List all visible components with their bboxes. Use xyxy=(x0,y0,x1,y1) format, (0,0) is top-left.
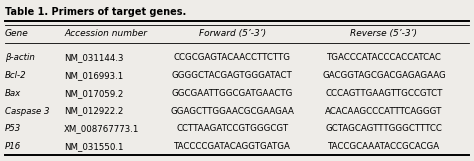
Text: NM_031144.3: NM_031144.3 xyxy=(64,53,124,62)
Text: TACCCCGATACAGGTGATGA: TACCCCGATACAGGTGATGA xyxy=(174,142,291,151)
Text: Accession number: Accession number xyxy=(64,29,147,38)
Text: GGGGCTACGAGTGGGATACT: GGGGCTACGAGTGGGATACT xyxy=(172,71,292,80)
Text: TACCGCAAATACCGCACGA: TACCGCAAATACCGCACGA xyxy=(328,142,440,151)
Text: NM_012922.2: NM_012922.2 xyxy=(64,107,123,116)
Text: GGCGAATTGGCGATGAACTG: GGCGAATTGGCGATGAACTG xyxy=(172,89,293,98)
Text: Bax: Bax xyxy=(5,89,21,98)
Text: Gene: Gene xyxy=(5,29,28,38)
Text: Table 1. Primers of target genes.: Table 1. Primers of target genes. xyxy=(5,7,186,17)
Text: Reverse (5’-3’): Reverse (5’-3’) xyxy=(350,29,418,38)
Text: XM_008767773.1: XM_008767773.1 xyxy=(64,124,139,133)
Text: Forward (5’-3’): Forward (5’-3’) xyxy=(199,29,266,38)
Text: GCTAGCAGTTTGGGCTTTCC: GCTAGCAGTTTGGGCTTTCC xyxy=(326,124,442,133)
Text: TGACCCATACCCACCATCAC: TGACCCATACCCACCATCAC xyxy=(327,53,441,62)
Text: NM_017059.2: NM_017059.2 xyxy=(64,89,123,98)
Text: CCCAGTTGAAGTTGCCGTCT: CCCAGTTGAAGTTGCCGTCT xyxy=(325,89,443,98)
Text: Caspase 3: Caspase 3 xyxy=(5,107,49,116)
Text: P53: P53 xyxy=(5,124,21,133)
Text: NM_031550.1: NM_031550.1 xyxy=(64,142,124,151)
Text: ACACAAGCCCATTTCAGGGT: ACACAAGCCCATTTCAGGGT xyxy=(325,107,443,116)
Text: Bcl-2: Bcl-2 xyxy=(5,71,27,80)
Text: NM_016993.1: NM_016993.1 xyxy=(64,71,123,80)
Text: CCTTAAGATCCGTGGGCGT: CCTTAAGATCCGTGGGCGT xyxy=(176,124,288,133)
Text: CCGCGAGTACAACCTTCTTG: CCGCGAGTACAACCTTCTTG xyxy=(174,53,291,62)
Text: β-actin: β-actin xyxy=(5,53,35,62)
Text: GACGGTAGCGACGAGAGAAG: GACGGTAGCGACGAGAGAAG xyxy=(322,71,446,80)
Text: GGAGCTTGGAACGCGAAGAA: GGAGCTTGGAACGCGAAGAA xyxy=(170,107,294,116)
Text: P16: P16 xyxy=(5,142,21,151)
